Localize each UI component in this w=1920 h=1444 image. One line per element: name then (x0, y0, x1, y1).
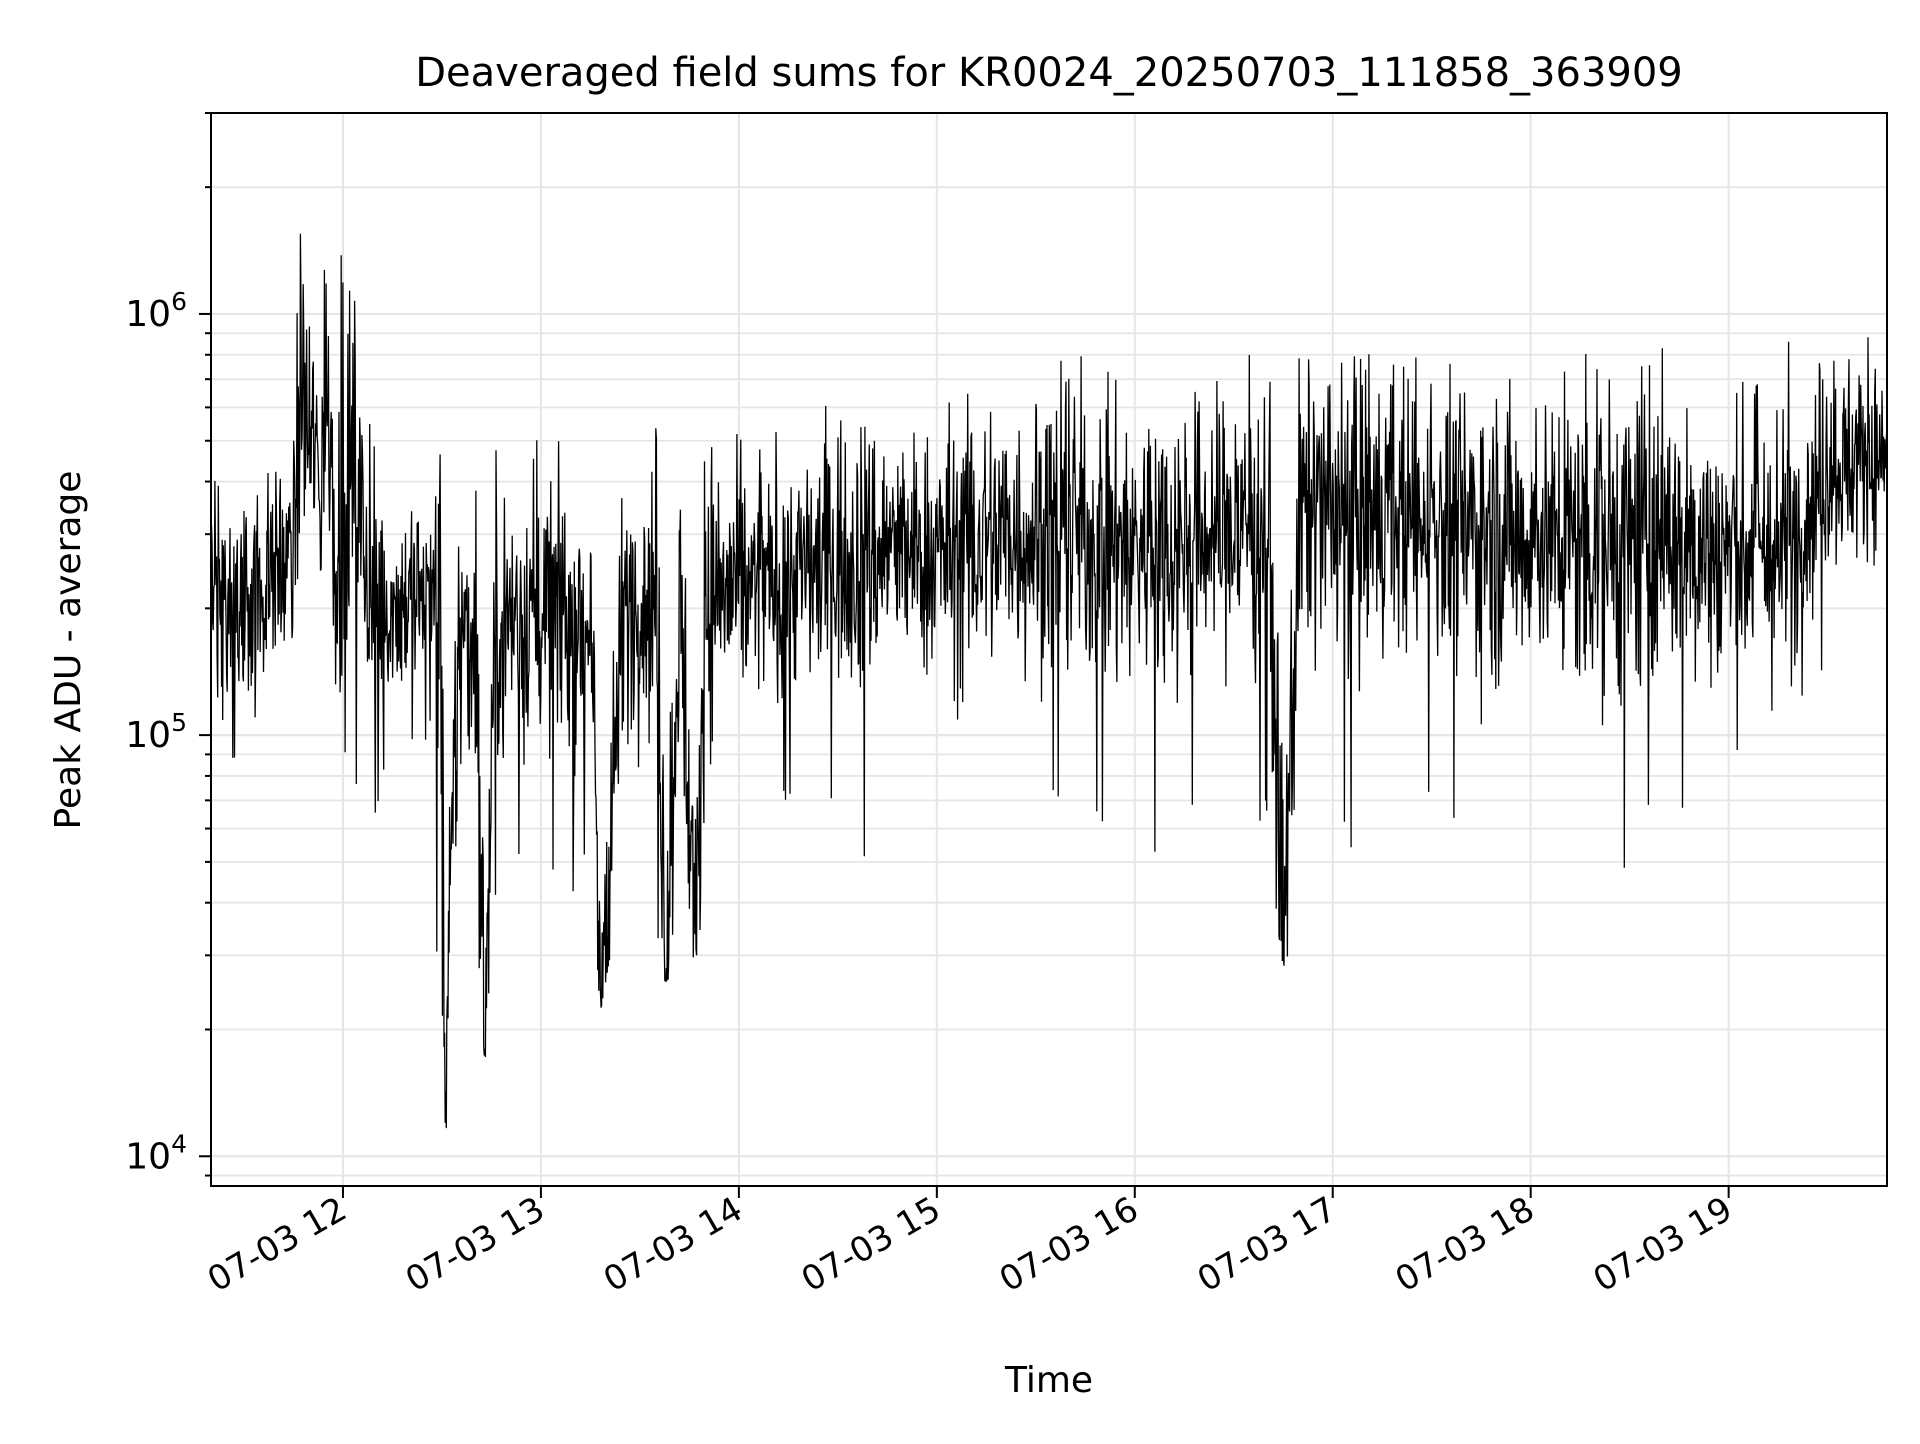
series-layer (211, 233, 1887, 1129)
y-tick-label: 105 (125, 708, 187, 756)
y-tick-label: 104 (125, 1129, 187, 1177)
series-line (211, 233, 1887, 1129)
plot-area (211, 233, 1887, 1129)
x-axis-label: Time (1004, 1360, 1093, 1401)
y-tick-label: 106 (125, 287, 187, 335)
plot-frame (210, 112, 1888, 1187)
y-axis-label: Peak ADU - average (48, 471, 89, 830)
chart-title: Deaveraged field sums for KR0024_2025070… (415, 50, 1683, 96)
y-axis: 104 105 106 (125, 112, 211, 1177)
